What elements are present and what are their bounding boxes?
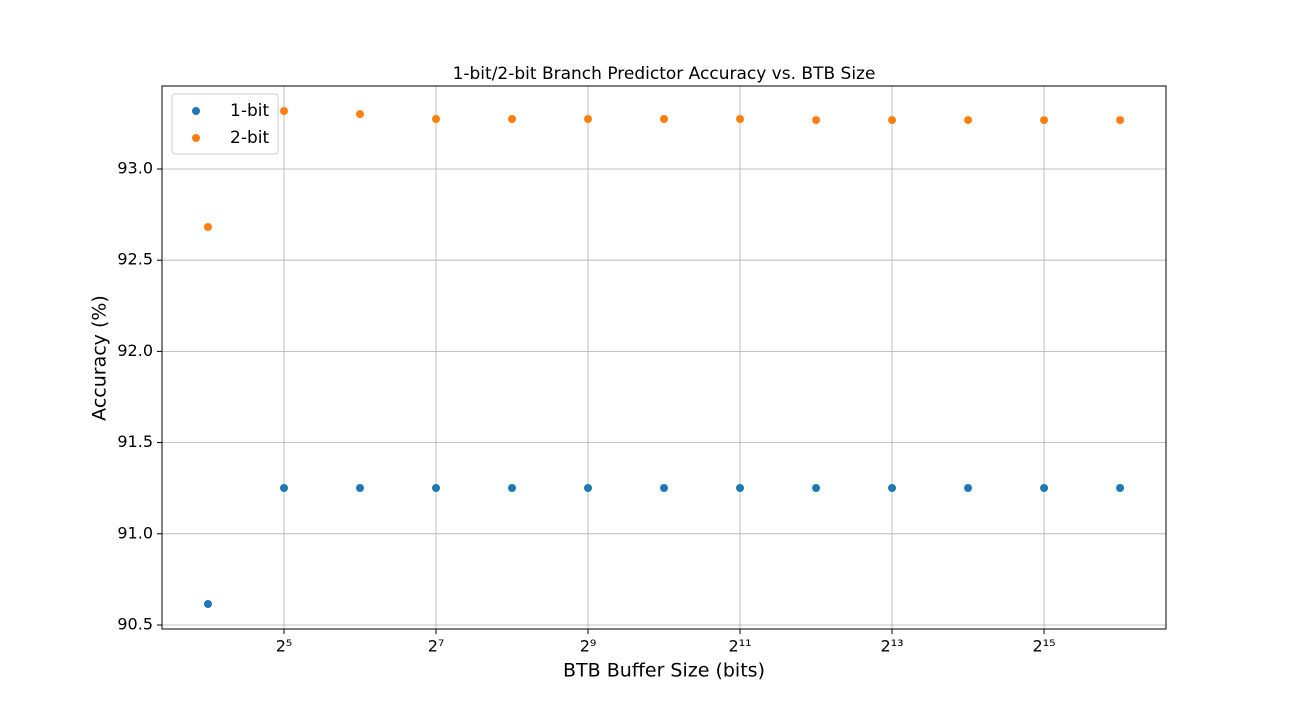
point [203, 600, 212, 609]
plot-frame [161, 85, 1167, 630]
point [1040, 116, 1049, 125]
point [964, 116, 973, 125]
x-tick-label: 2¹¹ [729, 637, 752, 656]
point [1116, 484, 1125, 493]
point [736, 115, 745, 124]
point [888, 116, 897, 125]
point [1116, 116, 1125, 125]
y-tick-label: 90.5 [117, 614, 153, 633]
x-tick-label: 2⁹ [580, 637, 597, 656]
y-tick-label: 92.0 [117, 341, 153, 360]
legend: 1-bit 2-bit [171, 93, 279, 155]
legend-marker [192, 134, 200, 142]
x-tick-label: 2¹³ [881, 637, 904, 656]
point [279, 484, 288, 493]
point [964, 484, 973, 493]
point [432, 115, 441, 124]
point [279, 106, 288, 115]
point [355, 484, 364, 493]
point [203, 222, 212, 231]
legend-marker [192, 107, 200, 115]
point [432, 484, 441, 493]
y-tick-label: 91.5 [117, 432, 153, 451]
x-tick-label: 2⁷ [428, 637, 445, 656]
x-tick-label: 2⁵ [276, 637, 293, 656]
point [584, 115, 593, 124]
point [888, 484, 897, 493]
legend-label: 2-bit [230, 128, 269, 148]
point [812, 116, 821, 125]
y-tick-label: 93.0 [117, 158, 153, 177]
point [355, 110, 364, 119]
point [508, 115, 517, 124]
y-axis-label: Accuracy (%) [89, 295, 111, 421]
point [508, 484, 517, 493]
point [660, 115, 669, 124]
point [660, 484, 669, 493]
point [736, 484, 745, 493]
point [812, 484, 821, 493]
legend-label: 1-bit [230, 101, 269, 121]
chart-title: 1-bit/2-bit Branch Predictor Accuracy vs… [453, 64, 876, 84]
x-tick-label: 2¹⁵ [1033, 637, 1056, 656]
y-tick-label: 92.5 [117, 250, 153, 269]
x-axis-label: BTB Buffer Size (bits) [563, 660, 765, 682]
point [1040, 484, 1049, 493]
point [584, 484, 593, 493]
y-tick-label: 91.0 [117, 523, 153, 542]
